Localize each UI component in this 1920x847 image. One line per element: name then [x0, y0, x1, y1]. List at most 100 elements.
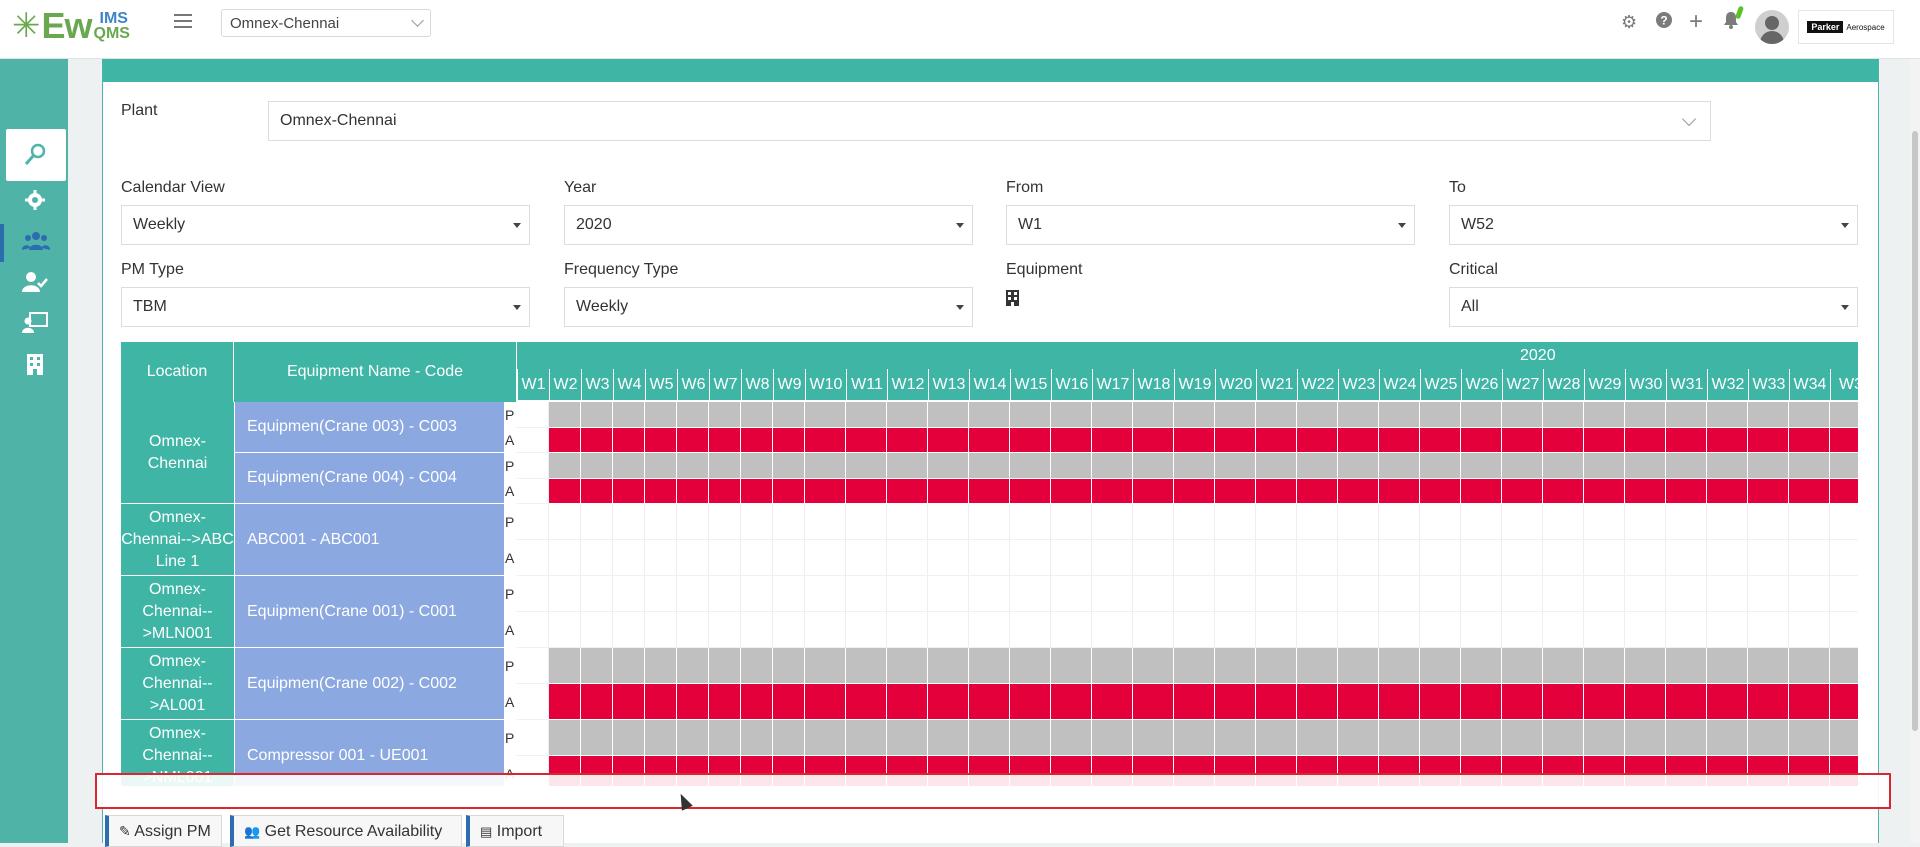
planned-cell-w10[interactable] — [805, 402, 846, 428]
planned-cell-w26[interactable] — [1461, 402, 1502, 428]
planned-cell-w13[interactable] — [928, 576, 969, 612]
planned-cell-w19[interactable] — [1174, 402, 1215, 428]
planned-cell-w30[interactable] — [1625, 720, 1666, 756]
actual-cell-w34[interactable] — [1789, 479, 1830, 504]
actual-cell-w30[interactable] — [1625, 428, 1666, 453]
avatar[interactable] — [1755, 10, 1789, 44]
planned-cell-w9[interactable] — [773, 402, 805, 428]
equipment-cell[interactable]: Equipmen(Crane 001) - C001 — [234, 576, 504, 648]
planned-cell-w32[interactable] — [1707, 648, 1748, 684]
planned-cell-w15[interactable] — [1010, 453, 1051, 479]
planned-cell-w16[interactable] — [1051, 648, 1092, 684]
actual-cell-w29[interactable] — [1584, 428, 1625, 453]
actual-cell-w3[interactable] — [581, 684, 613, 720]
actual-cell-w32[interactable] — [1707, 479, 1748, 504]
actual-cell-w22[interactable] — [1297, 479, 1338, 504]
actual-cell-w3[interactable] — [581, 612, 613, 648]
actual-cell-w6[interactable] — [677, 612, 709, 648]
planned-cell-w16[interactable] — [1051, 453, 1092, 479]
actual-cell-w4[interactable] — [613, 684, 645, 720]
actual-cell-w18[interactable] — [1133, 479, 1174, 504]
planned-cell-w24[interactable] — [1379, 576, 1420, 612]
planned-cell-w27[interactable] — [1502, 453, 1543, 479]
planned-cell-w33[interactable] — [1748, 720, 1789, 756]
actual-cell-w29[interactable] — [1584, 612, 1625, 648]
planned-cell-w11[interactable] — [846, 720, 887, 756]
planned-cell-w28[interactable] — [1543, 720, 1584, 756]
gear-icon[interactable]: ⚙ — [1621, 12, 1638, 32]
actual-cell-w18[interactable] — [1133, 540, 1174, 576]
planned-cell-w19[interactable] — [1174, 504, 1215, 540]
actual-cell-w32[interactable] — [1707, 428, 1748, 453]
planned-cell-w23[interactable] — [1338, 453, 1379, 479]
planned-cell-w1[interactable] — [517, 402, 549, 428]
planned-cell-w30[interactable] — [1625, 576, 1666, 612]
planned-cell-w28[interactable] — [1543, 504, 1584, 540]
planned-cell-w2[interactable] — [549, 720, 581, 756]
planned-cell-w33[interactable] — [1748, 504, 1789, 540]
planned-cell-w6[interactable] — [677, 720, 709, 756]
planned-cell-w17[interactable] — [1092, 402, 1133, 428]
actual-cell-w6[interactable] — [677, 684, 709, 720]
planned-cell-w14[interactable] — [969, 402, 1010, 428]
planned-cell-w30[interactable] — [1625, 453, 1666, 479]
actual-cell-w12[interactable] — [887, 684, 928, 720]
planned-cell-w30[interactable] — [1625, 504, 1666, 540]
actual-cell-w16[interactable] — [1051, 479, 1092, 504]
planned-cell-w13[interactable] — [928, 504, 969, 540]
planned-cell-w25[interactable] — [1420, 402, 1461, 428]
actual-cell-w21[interactable] — [1256, 684, 1297, 720]
planned-cell-w29[interactable] — [1584, 576, 1625, 612]
actual-cell-w27[interactable] — [1502, 540, 1543, 576]
planned-cell-w34[interactable] — [1789, 402, 1830, 428]
actual-cell-w33[interactable] — [1748, 612, 1789, 648]
actual-cell-w8[interactable] — [741, 612, 773, 648]
planned-cell-w14[interactable] — [969, 504, 1010, 540]
actual-cell-w26[interactable] — [1461, 540, 1502, 576]
planned-cell-w4[interactable] — [613, 576, 645, 612]
planned-cell-w21[interactable] — [1256, 402, 1297, 428]
planned-cell-w30[interactable] — [1625, 402, 1666, 428]
actual-cell-w17[interactable] — [1092, 540, 1133, 576]
planned-cell-w3[interactable] — [581, 720, 613, 756]
planned-cell-w16[interactable] — [1051, 504, 1092, 540]
planned-cell-w22[interactable] — [1297, 576, 1338, 612]
planned-cell-w14[interactable] — [969, 453, 1010, 479]
planned-cell-w4[interactable] — [613, 720, 645, 756]
actual-cell-w26[interactable] — [1461, 428, 1502, 453]
import-button[interactable]: ▤ Import — [466, 815, 564, 847]
actual-cell-w33[interactable] — [1748, 540, 1789, 576]
planned-cell-w33[interactable] — [1748, 453, 1789, 479]
planned-cell-w23[interactable] — [1338, 402, 1379, 428]
planned-cell-w15[interactable] — [1010, 504, 1051, 540]
to-select[interactable]: W52 — [1449, 205, 1858, 245]
planned-cell-w15[interactable] — [1010, 576, 1051, 612]
planned-cell-w19[interactable] — [1174, 453, 1215, 479]
planned-cell-w26[interactable] — [1461, 453, 1502, 479]
planned-cell-w25[interactable] — [1420, 453, 1461, 479]
planned-cell-w31[interactable] — [1666, 504, 1707, 540]
planned-cell-w32[interactable] — [1707, 720, 1748, 756]
actual-cell-w33[interactable] — [1748, 428, 1789, 453]
planned-cell-w15[interactable] — [1010, 720, 1051, 756]
planned-cell-w20[interactable] — [1215, 453, 1256, 479]
planned-cell-w5[interactable] — [645, 648, 677, 684]
planned-cell-w22[interactable] — [1297, 402, 1338, 428]
planned-cell-w31[interactable] — [1666, 648, 1707, 684]
planned-cell-w20[interactable] — [1215, 648, 1256, 684]
actual-cell-w25[interactable] — [1420, 540, 1461, 576]
actual-cell-w20[interactable] — [1215, 540, 1256, 576]
planned-cell-w3[interactable] — [1830, 576, 1858, 612]
planned-cell-w12[interactable] — [887, 648, 928, 684]
actual-cell-w3[interactable] — [1830, 612, 1858, 648]
planned-cell-w25[interactable] — [1420, 648, 1461, 684]
actual-cell-w13[interactable] — [928, 684, 969, 720]
actual-cell-w7[interactable] — [709, 540, 741, 576]
actual-cell-w4[interactable] — [613, 540, 645, 576]
planned-cell-w4[interactable] — [613, 402, 645, 428]
actual-cell-w9[interactable] — [773, 612, 805, 648]
planned-cell-w9[interactable] — [773, 648, 805, 684]
actual-cell-w33[interactable] — [1748, 479, 1789, 504]
actual-cell-w31[interactable] — [1666, 540, 1707, 576]
actual-cell-w14[interactable] — [969, 479, 1010, 504]
